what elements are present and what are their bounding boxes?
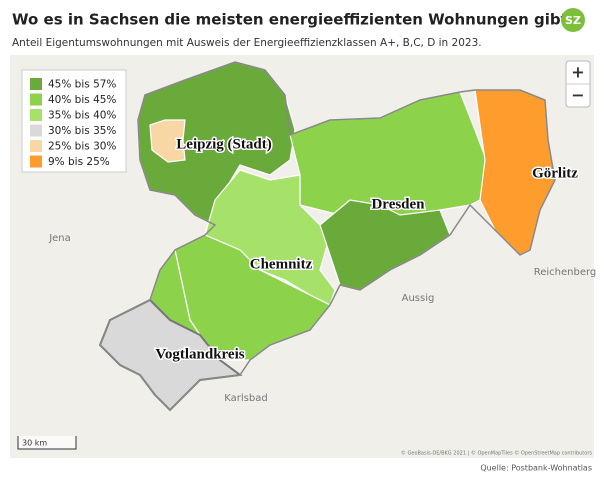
region: [204, 169, 336, 306]
legend-label: 9% bis 25%: [48, 156, 110, 168]
legend-label: 35% bis 40%: [48, 110, 116, 122]
legend-swatch: [30, 155, 42, 168]
place-label: Karlsbad: [224, 393, 267, 404]
region-label: Vogtlandkreis: [155, 346, 244, 362]
title: Wo es in Sachsen die meisten energieeffi…: [12, 11, 568, 29]
subtitle: Anteil Eigentumswohnungen mit Ausweis de…: [12, 37, 482, 49]
zoom-in[interactable]: +: [571, 63, 584, 82]
region-label: Leipzig (Stadt): [176, 136, 271, 152]
place-label: Aussig: [402, 293, 435, 304]
source: Quelle: Postbank-Wohnatlas: [480, 464, 592, 473]
zoom-out[interactable]: −: [571, 86, 584, 105]
scale-bar: [18, 436, 76, 449]
legend-label: 30% bis 35%: [48, 125, 116, 137]
scale-line: [17, 436, 77, 450]
legend-swatch: [30, 78, 42, 90]
legend-label: 40% bis 45%: [48, 94, 116, 106]
scale-label: 30 km: [22, 439, 47, 448]
region-label: Chemnitz: [250, 256, 313, 272]
region-label: Görlitz: [532, 165, 578, 181]
region: [149, 119, 186, 163]
place-label: Reichenberg: [534, 267, 597, 278]
legend-label: 45% bis 57%: [48, 79, 116, 91]
zoom-control: + −: [565, 60, 591, 108]
region-label: Dresden: [371, 196, 425, 212]
legend-swatch: [30, 140, 42, 152]
logo-circle: [561, 8, 585, 32]
legend-swatch: [30, 109, 42, 121]
legend: 45% bis 57% 40% bis 45% 35% bis 40% 30% bis…: [30, 78, 116, 168]
legend-swatch: [30, 124, 42, 137]
legend-label: 25% bis 30%: [48, 141, 116, 153]
attribution: © GeoBasis-DE/BKG 2021 | © OpenMapTiles …: [401, 450, 592, 457]
logo: SZ: [565, 14, 581, 27]
regions: [98, 61, 556, 412]
border: [99, 61, 556, 412]
legend-swatch: [30, 93, 42, 106]
place-label: Jena: [48, 233, 71, 244]
